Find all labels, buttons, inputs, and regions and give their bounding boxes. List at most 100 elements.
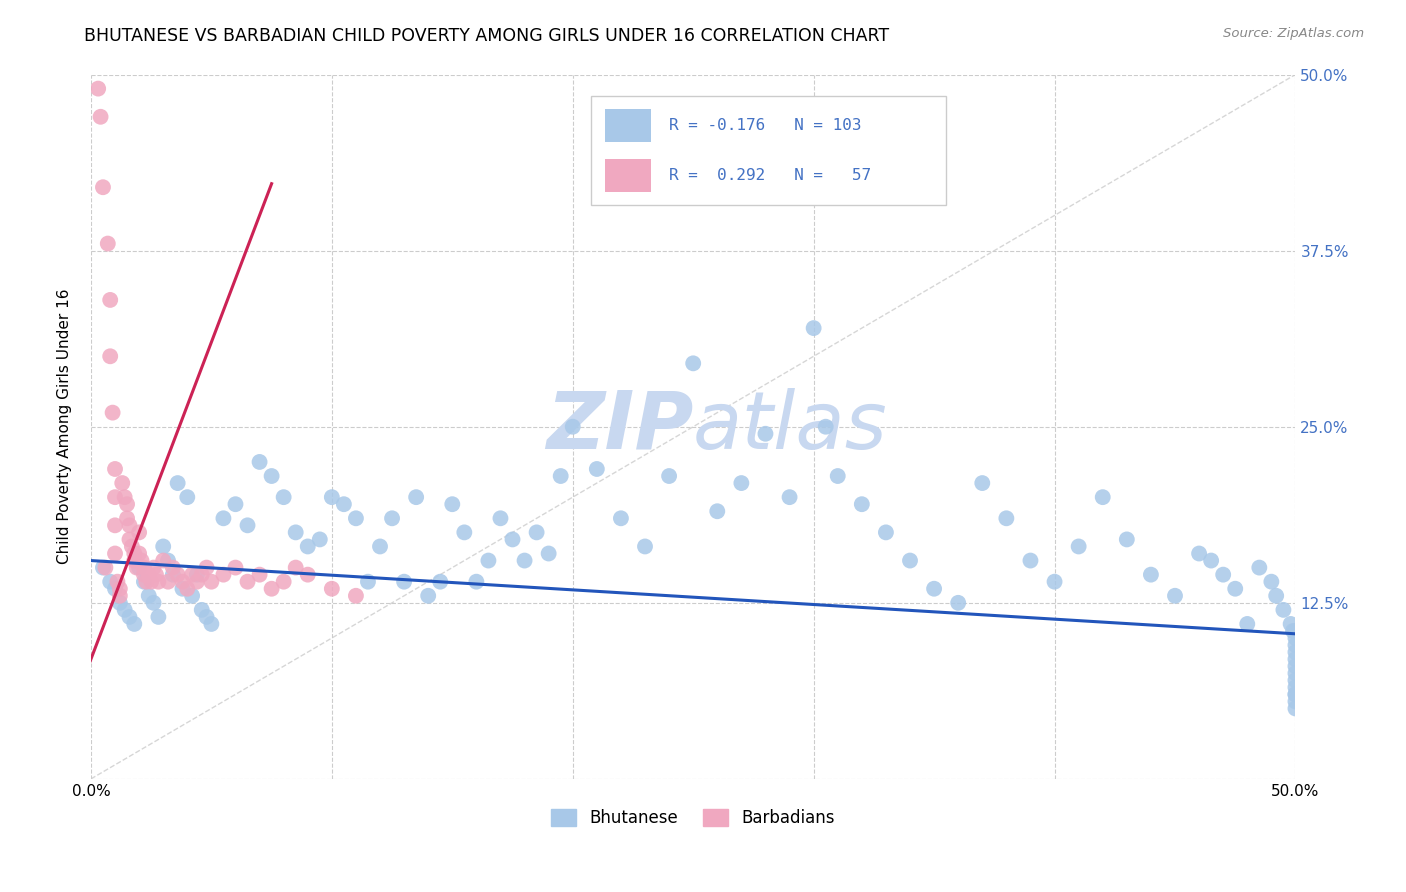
Point xyxy=(344,589,367,603)
Point xyxy=(513,553,536,567)
Point xyxy=(128,560,150,574)
Point xyxy=(212,511,235,525)
Point xyxy=(172,574,194,589)
Point xyxy=(368,540,391,554)
Point xyxy=(898,553,921,567)
Point xyxy=(111,476,134,491)
Point xyxy=(489,511,512,525)
Point xyxy=(128,547,150,561)
Point xyxy=(186,574,208,589)
Point xyxy=(1284,631,1306,645)
Point xyxy=(1043,574,1066,589)
Point xyxy=(1284,687,1306,701)
Point xyxy=(128,525,150,540)
Text: ZIP: ZIP xyxy=(546,388,693,466)
Point xyxy=(148,574,170,589)
Point xyxy=(107,574,129,589)
Point xyxy=(1279,616,1302,631)
Point xyxy=(152,553,174,567)
Point xyxy=(297,567,319,582)
Point xyxy=(465,574,488,589)
Point xyxy=(1284,659,1306,673)
Point xyxy=(550,469,572,483)
Point xyxy=(561,419,583,434)
Point xyxy=(124,547,146,561)
Point xyxy=(157,574,180,589)
Point xyxy=(98,349,121,363)
Point xyxy=(321,490,343,504)
Point xyxy=(537,547,560,561)
Point xyxy=(1284,681,1306,695)
Point xyxy=(121,540,143,554)
Point xyxy=(114,603,136,617)
Point xyxy=(344,511,367,525)
Point xyxy=(135,574,157,589)
Point xyxy=(418,589,440,603)
Point xyxy=(141,574,163,589)
Point xyxy=(1236,616,1258,631)
Point xyxy=(308,533,330,547)
Point xyxy=(152,540,174,554)
Point xyxy=(1091,490,1114,504)
Point xyxy=(249,455,271,469)
Point xyxy=(1140,567,1163,582)
Point xyxy=(138,567,160,582)
Point xyxy=(236,518,259,533)
Point xyxy=(91,560,114,574)
Point xyxy=(972,476,994,491)
Point xyxy=(97,236,120,251)
Point xyxy=(1225,582,1247,596)
Point xyxy=(273,490,295,504)
Point xyxy=(381,511,404,525)
Point xyxy=(634,540,657,554)
Point xyxy=(1188,547,1211,561)
Point xyxy=(115,497,138,511)
Point xyxy=(1282,624,1305,638)
Point xyxy=(98,293,121,307)
Point xyxy=(162,560,184,574)
Point xyxy=(132,560,155,574)
Point xyxy=(585,462,607,476)
Point xyxy=(682,356,704,370)
Point xyxy=(441,497,464,511)
Point xyxy=(1284,701,1306,715)
Point xyxy=(827,469,849,483)
Point xyxy=(157,553,180,567)
Point xyxy=(273,574,295,589)
Point xyxy=(94,560,117,574)
Point xyxy=(87,81,110,95)
Point xyxy=(658,469,681,483)
Point xyxy=(212,567,235,582)
Point xyxy=(186,567,208,582)
Point xyxy=(132,574,155,589)
Point xyxy=(125,560,148,574)
Point xyxy=(118,533,141,547)
Point xyxy=(321,582,343,596)
Point xyxy=(249,567,271,582)
Point xyxy=(1272,603,1295,617)
Point xyxy=(730,476,752,491)
Text: atlas: atlas xyxy=(693,388,889,466)
Point xyxy=(132,567,155,582)
Point xyxy=(91,180,114,194)
Point xyxy=(124,616,146,631)
Point xyxy=(610,511,633,525)
Point xyxy=(1199,553,1222,567)
Point xyxy=(1249,560,1271,574)
Point xyxy=(260,582,283,596)
Point xyxy=(176,582,198,596)
Point xyxy=(145,567,167,582)
Point xyxy=(236,574,259,589)
Point xyxy=(104,490,127,504)
Point xyxy=(1019,553,1042,567)
Point xyxy=(1115,533,1137,547)
Point xyxy=(195,610,218,624)
Point xyxy=(284,560,307,574)
Point xyxy=(108,589,131,603)
Point xyxy=(101,406,124,420)
Point xyxy=(200,616,222,631)
Point xyxy=(118,518,141,533)
Point xyxy=(98,574,121,589)
Legend: Bhutanese, Barbadians: Bhutanese, Barbadians xyxy=(544,803,842,834)
Point xyxy=(1284,624,1306,638)
